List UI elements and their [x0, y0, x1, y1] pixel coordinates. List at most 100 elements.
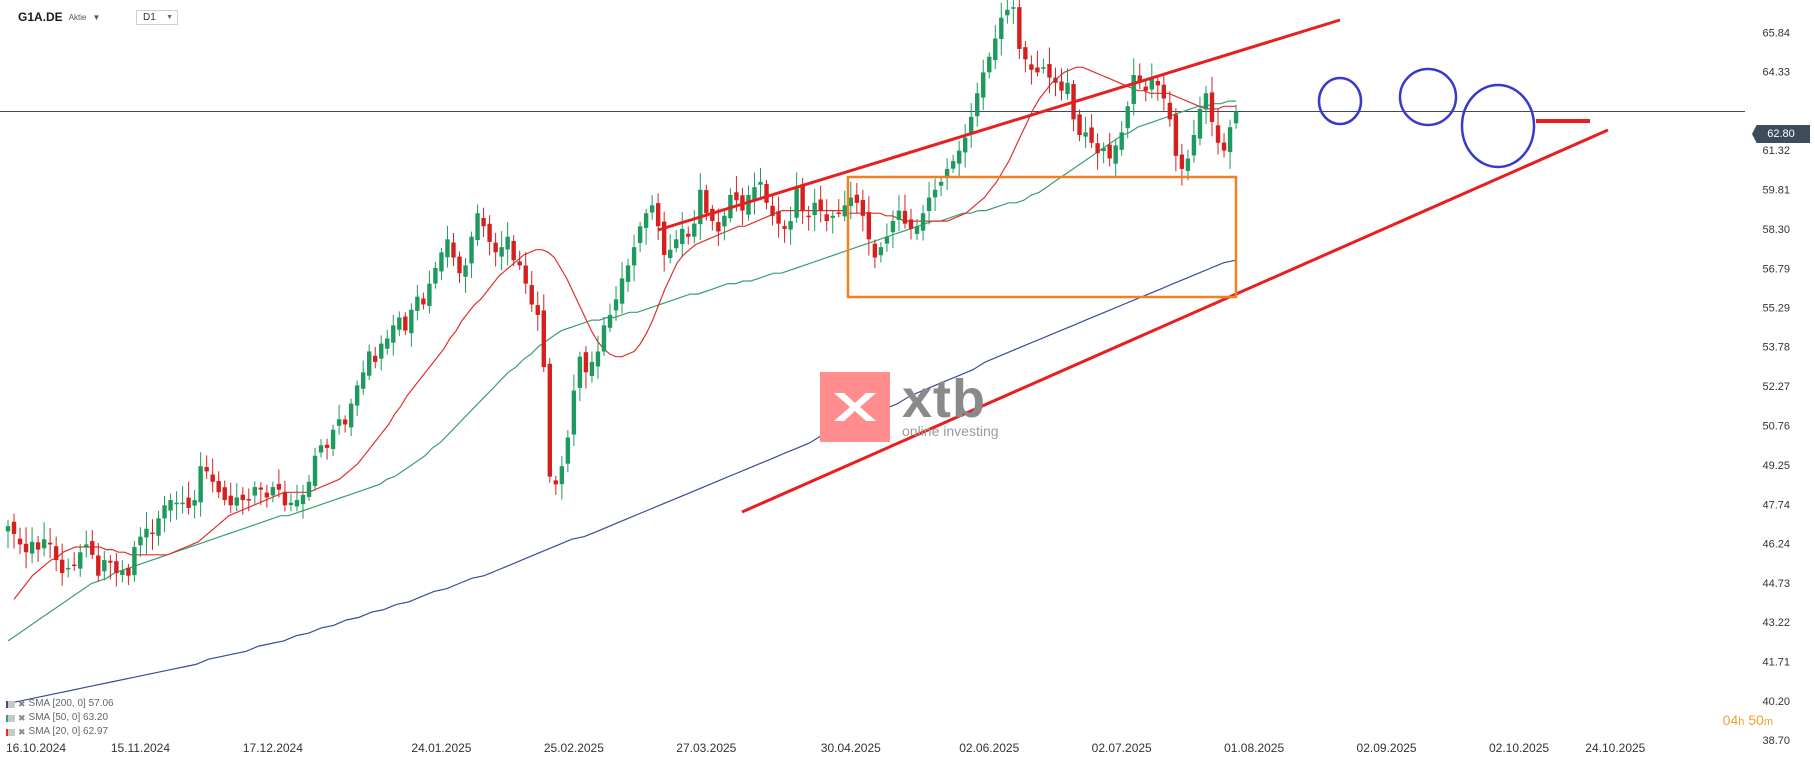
legend-row-sma200[interactable]: ✖ SMA [200, 0] 57.06: [6, 697, 114, 711]
y-tick-label: 44.73: [1762, 578, 1790, 590]
lower-trend-line[interactable]: [741, 128, 1609, 514]
candle-body: [342, 419, 348, 425]
timeframe-select[interactable]: D1 ▼: [136, 10, 178, 25]
candle-body: [571, 390, 577, 435]
candle-body: [1167, 102, 1173, 120]
candle-body: [487, 223, 492, 242]
symbol-label[interactable]: G1A.DE: [18, 10, 63, 24]
candle-body: [776, 211, 781, 224]
candle-body: [192, 500, 197, 506]
logo-tagline: online investing: [902, 423, 999, 439]
y-tick-label: 40.20: [1762, 696, 1790, 708]
candle-body: [1155, 80, 1161, 86]
candle-body: [1119, 132, 1124, 150]
candle-body: [878, 247, 884, 256]
y-tick-label: 64.33: [1762, 67, 1790, 79]
candle-body: [625, 265, 631, 282]
candle-body: [481, 217, 486, 227]
candle-body: [1083, 132, 1088, 137]
candle-body: [427, 283, 432, 306]
circle-marker-2[interactable]: [1398, 67, 1458, 127]
candle-body: [354, 385, 360, 406]
candle-body: [541, 310, 546, 368]
candle-body: [1215, 125, 1221, 143]
candle-body: [1203, 93, 1209, 110]
candle-body: [1029, 64, 1034, 70]
x-tick-label: 01.08.2025: [1224, 741, 1284, 755]
consolidation-box[interactable]: [846, 175, 1238, 299]
symbol-dropdown-icon[interactable]: ▼: [92, 12, 101, 22]
sma-200-line: [7, 259, 1237, 705]
legend-row-sma20[interactable]: ✖ SMA [20, 0] 62.97: [6, 725, 114, 739]
candle-body: [114, 561, 119, 574]
candle-body: [595, 351, 601, 367]
candle-body: [282, 491, 288, 506]
candle-body: [451, 242, 456, 258]
legend-swatch-icon: [6, 714, 15, 722]
candle-body: [17, 538, 23, 545]
candle-body: [457, 256, 462, 274]
upper-trend-line[interactable]: [657, 18, 1341, 232]
candle-body: [1053, 77, 1058, 83]
candle-body: [523, 265, 528, 284]
candle-body: [90, 541, 95, 555]
candle-body: [1095, 143, 1100, 154]
close-icon[interactable]: ✖: [18, 713, 26, 723]
timer-hours-unit: h: [1738, 716, 1745, 728]
candle-body: [866, 212, 872, 240]
candle-body: [932, 189, 938, 198]
y-tick-label: 59.81: [1762, 184, 1790, 196]
close-icon[interactable]: ✖: [18, 699, 26, 709]
close-icon[interactable]: ✖: [18, 727, 26, 737]
candle-body: [655, 203, 661, 227]
candle-body: [234, 497, 239, 506]
candle-body: [180, 502, 185, 505]
sma50-path: [7, 100, 1237, 642]
candle-body: [132, 547, 137, 576]
candle-body: [962, 137, 968, 153]
circle-marker-1[interactable]: [1317, 76, 1363, 126]
timer-hours: 04: [1722, 712, 1739, 728]
candle-body: [890, 221, 896, 233]
x-tick-label: 02.07.2025: [1092, 741, 1152, 755]
sma-50-line: [7, 100, 1237, 642]
x-tick-label: 02.09.2025: [1357, 741, 1417, 755]
circle-marker-3[interactable]: [1460, 83, 1536, 169]
candle-body: [1125, 106, 1130, 129]
candle-body: [294, 500, 300, 507]
candle-body: [330, 429, 336, 449]
candle-body: [1179, 154, 1185, 169]
legend-row-sma50[interactable]: ✖ SMA [50, 0] 63.20: [6, 711, 114, 725]
candle-body: [1107, 144, 1112, 159]
y-tick-label: 50.76: [1762, 421, 1790, 433]
candle-body: [29, 541, 35, 554]
candle-body: [469, 236, 474, 264]
y-tick-label: 53.78: [1762, 342, 1790, 354]
candle-body: [475, 213, 480, 240]
candle-body: [1059, 81, 1064, 91]
candle-body: [1209, 92, 1215, 122]
current-price-tag: 62.80: [1752, 125, 1810, 143]
candle-body: [993, 38, 998, 61]
candle-body: [23, 543, 29, 553]
candle-body: [547, 363, 552, 477]
candle-body: [1017, 7, 1022, 49]
candle-body: [162, 505, 167, 519]
candle-body: [956, 150, 962, 164]
candle-body: [637, 226, 643, 244]
candle-body: [836, 212, 841, 214]
candle-body: [348, 403, 354, 428]
candle-body: [872, 243, 878, 258]
x-tick-label: 24.01.2025: [411, 741, 471, 755]
candle-body: [1221, 142, 1227, 151]
chevron-down-icon: ▼: [166, 14, 173, 21]
candle-body: [264, 492, 270, 498]
candle-body: [66, 567, 71, 570]
candle-body: [397, 317, 402, 330]
sma-20-line: [13, 66, 1237, 600]
candle-body: [1101, 148, 1106, 152]
candle-body: [938, 181, 944, 186]
candle-body: [1113, 145, 1118, 164]
candle-body: [144, 528, 149, 538]
